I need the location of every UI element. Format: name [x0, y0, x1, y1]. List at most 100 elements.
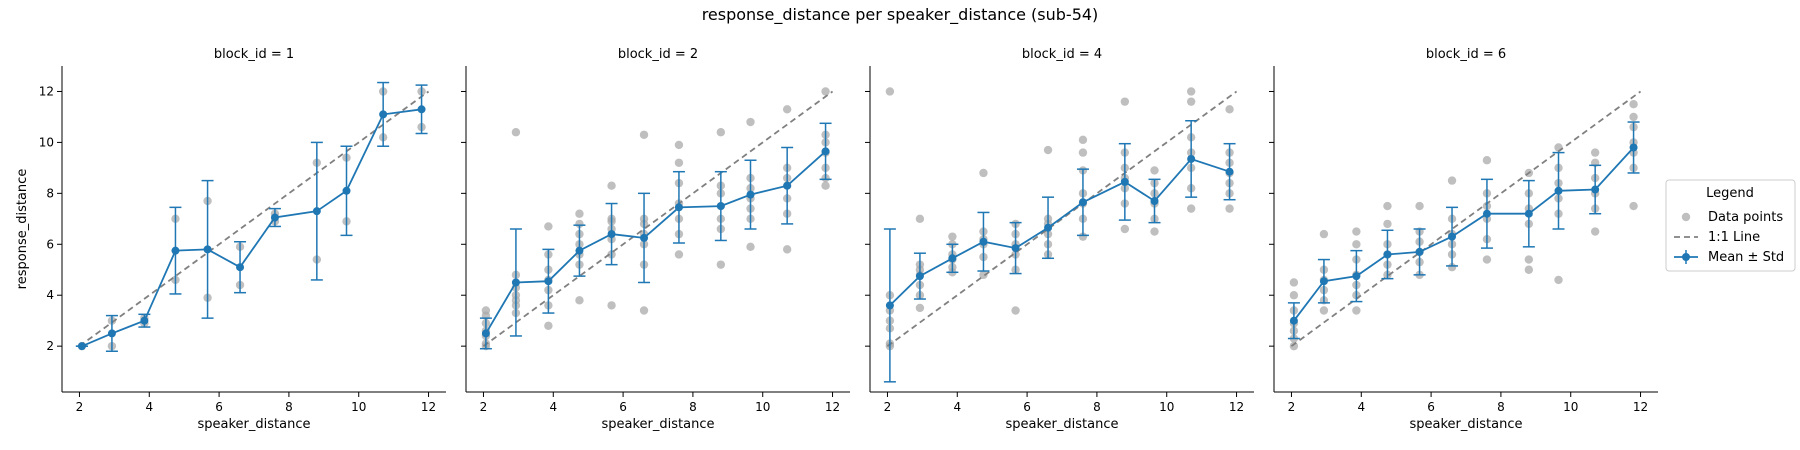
x-axis-label: speaker_distance: [198, 417, 311, 432]
x-axis-label: speaker_distance: [1006, 417, 1119, 432]
data-point: [1011, 306, 1020, 315]
data-point: [1289, 291, 1299, 300]
data-point: [1043, 145, 1053, 155]
mean-point: [107, 329, 116, 338]
mean-line: [1293, 146, 1635, 322]
data-point: [1383, 219, 1392, 229]
mean-point: [544, 277, 553, 286]
mean-point: [140, 316, 149, 325]
x-tick-label: 12: [825, 400, 840, 414]
legend-entry-identity: 1:1 Line: [1708, 230, 1760, 245]
x-tick-label: 12: [1633, 400, 1648, 414]
legend-marker-mean-point: [1682, 253, 1690, 261]
legend-entry-mean: Mean ± Std: [1708, 250, 1784, 265]
data-point: [1482, 255, 1492, 264]
data-point: [1352, 240, 1361, 249]
data-point: [674, 250, 684, 259]
x-axis-label: speaker_distance: [1410, 417, 1523, 432]
identity-line: [482, 90, 834, 347]
data-point: [639, 306, 649, 315]
data-point: [1186, 97, 1196, 106]
data-point: [716, 128, 726, 137]
mean-point: [821, 147, 830, 156]
data-point: [481, 306, 491, 315]
mean-point: [1187, 154, 1196, 163]
mean-point: [312, 207, 321, 216]
mean-point: [1629, 143, 1638, 152]
legend: Legend Data points 1:1 Line Mean ± Std: [1665, 179, 1796, 272]
x-tick-label: 6: [215, 400, 223, 414]
data-point: [1319, 229, 1329, 239]
data-point: [607, 301, 616, 310]
data-point: [511, 128, 521, 137]
data-point: [1078, 148, 1088, 157]
data-point: [1447, 263, 1457, 272]
x-tick-label: 6: [1023, 400, 1031, 414]
data-point: [1629, 112, 1638, 122]
mean-point: [746, 190, 755, 199]
data-point: [1186, 204, 1196, 213]
identity-line: [886, 90, 1238, 347]
mean-line: [889, 157, 1230, 307]
mean-point: [575, 246, 584, 255]
data-point: [607, 181, 616, 190]
data-point: [1225, 204, 1234, 213]
mean-point: [979, 237, 988, 246]
data-point: [575, 209, 584, 218]
mean-point: [783, 181, 792, 190]
x-tick-label: 6: [619, 400, 627, 414]
x-tick-label: 2: [76, 400, 84, 414]
mean-point: [236, 263, 245, 272]
mean-point: [77, 342, 86, 351]
mean-point: [1383, 250, 1392, 259]
y-tick-label: 8: [46, 186, 54, 200]
mean-point: [607, 230, 616, 239]
panel-title: block_id = 6: [1426, 47, 1506, 62]
mean-line: [81, 108, 422, 348]
mean-point: [885, 301, 894, 310]
x-tick-label: 2: [480, 400, 488, 414]
x-tick-label: 10: [755, 400, 770, 414]
identity-line: [1290, 90, 1642, 347]
mean-point: [171, 246, 180, 255]
data-point: [1150, 166, 1159, 175]
y-axis-label: response_distance: [15, 169, 30, 290]
legend-box: [1665, 179, 1796, 272]
x-tick-label: 8: [689, 400, 697, 414]
mean-point: [1482, 209, 1491, 218]
data-point: [1590, 227, 1600, 236]
mean-point: [674, 203, 683, 212]
data-point: [1186, 87, 1196, 96]
data-point: [1524, 265, 1534, 274]
mean-point: [1524, 209, 1533, 218]
data-point: [782, 105, 792, 114]
data-point: [716, 260, 726, 269]
x-tick-label: 10: [1563, 400, 1578, 414]
mean-point: [481, 329, 490, 338]
mean-point: [640, 233, 649, 242]
data-point: [782, 245, 792, 254]
mean-point: [1352, 272, 1361, 281]
mean-point: [511, 278, 520, 287]
data-point: [1447, 176, 1457, 185]
y-tick-label: 6: [46, 237, 54, 251]
y-tick-label: 10: [39, 135, 54, 149]
data-point: [979, 270, 988, 280]
mean-point: [1120, 177, 1129, 186]
x-tick-label: 10: [351, 400, 366, 414]
data-point: [1289, 278, 1299, 287]
data-point: [1078, 232, 1088, 241]
chart-panels: block_id = 1 2 4 6 8 10 12 2 4 6 8 10 12 speaker_dist…: [15, 47, 1658, 432]
mean-point: [948, 254, 957, 263]
mean-point: [1415, 247, 1424, 256]
panel-title: block_id = 4: [1022, 47, 1102, 62]
data-point: [1352, 306, 1361, 315]
mean-point: [1448, 232, 1457, 241]
data-point: [1289, 341, 1299, 351]
x-tick-label: 8: [1093, 400, 1101, 414]
data-point: [1629, 201, 1638, 211]
data-point: [979, 168, 988, 178]
data-point: [746, 117, 755, 127]
data-point: [1482, 156, 1492, 165]
data-point: [1150, 227, 1159, 236]
